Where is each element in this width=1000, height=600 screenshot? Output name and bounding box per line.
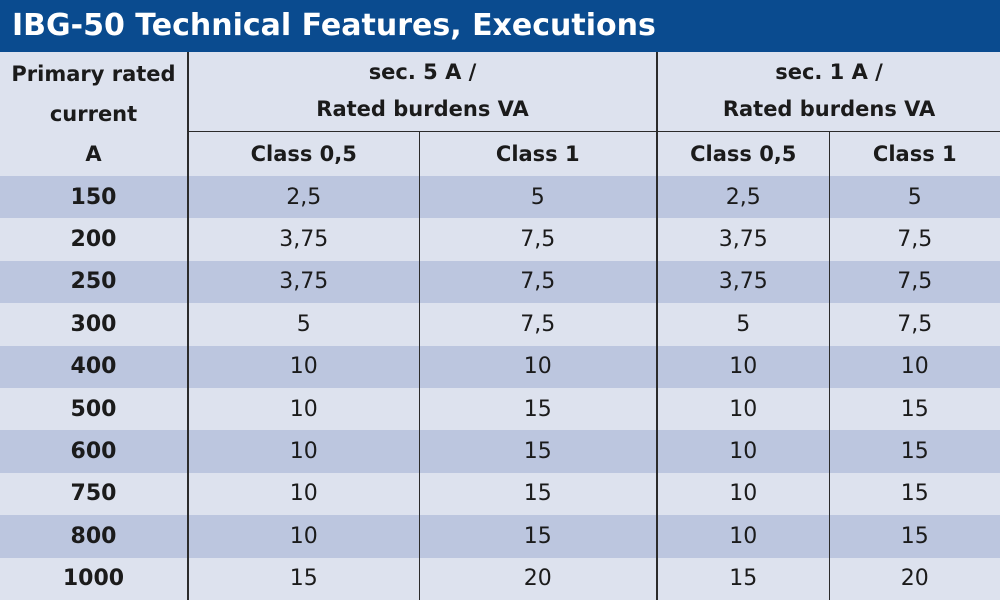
cell-primary-current: 1000	[0, 557, 189, 600]
cell-sec1-class1: 7,5	[829, 218, 1000, 261]
cell-sec5-class05: 10	[188, 472, 420, 516]
cell-sec5-class05: 10	[188, 515, 420, 558]
cell-sec5-class1: 7,5	[419, 218, 659, 261]
cell-sec1-class05: 10	[657, 387, 830, 431]
header-primary-line1: Primary rated	[11, 62, 176, 86]
table-row: 150 2,5 5 2,5 5	[0, 176, 1000, 219]
header-sec1-class05: Class 0,5	[657, 131, 830, 176]
header-primary-current: Primary rated current A	[0, 52, 189, 176]
header-sec5-class1: Class 1	[419, 131, 659, 176]
cell-sec1-class05: 15	[657, 557, 830, 600]
cell-sec1-class05: 10	[657, 472, 830, 516]
cell-sec5-class1: 15	[419, 387, 659, 431]
table-row: 750 10 15 10 15	[0, 472, 1000, 516]
cell-sec5-class05: 10	[188, 387, 420, 431]
cell-sec1-class1: 5	[829, 176, 1000, 219]
cell-sec1-class05: 5	[657, 303, 830, 346]
cell-sec5-class1: 5	[419, 176, 659, 219]
cell-primary-current: 500	[0, 387, 189, 431]
cell-primary-current: 750	[0, 472, 189, 516]
cell-sec5-class1: 15	[419, 515, 659, 558]
cell-sec5-class05: 3,75	[188, 260, 420, 304]
cell-sec5-class05: 15	[188, 557, 420, 600]
cell-primary-current: 600	[0, 430, 189, 473]
table-row: 400 10 10 10 10	[0, 345, 1000, 388]
cell-primary-current: 300	[0, 303, 189, 346]
cell-sec5-class1: 15	[419, 472, 659, 516]
table-row: 200 3,75 7,5 3,75 7,5	[0, 218, 1000, 261]
cell-sec5-class1: 7,5	[419, 303, 659, 346]
header-group-sec5-line2: Rated burdens VA	[316, 97, 529, 122]
header-group-sec1-line2: Rated burdens VA	[722, 97, 936, 122]
cell-primary-current: 150	[0, 176, 189, 219]
cell-sec5-class1: 20	[419, 557, 659, 600]
table-row: 500 10 15 10 15	[0, 387, 1000, 431]
cell-sec1-class05: 10	[657, 430, 830, 473]
cell-sec1-class1: 15	[829, 515, 1000, 558]
header-primary-line3: A	[85, 142, 102, 166]
cell-sec1-class05: 3,75	[657, 218, 830, 261]
cell-sec1-class1: 7,5	[829, 260, 1000, 304]
cell-sec1-class05: 2,5	[657, 176, 830, 219]
header-group-sec5-line1: sec. 5 A /	[368, 60, 477, 85]
specs-table: Primary rated current A sec. 5 A / Rated…	[0, 52, 1000, 600]
table-row: 300 5 7,5 5 7,5	[0, 303, 1000, 346]
header-group-sec1-line1: sec. 1 A /	[775, 60, 883, 85]
table-row: 250 3,75 7,5 3,75 7,5	[0, 260, 1000, 304]
header-group-sec1: sec. 1 A / Rated burdens VA	[657, 52, 1000, 132]
cell-sec1-class1: 15	[829, 387, 1000, 431]
table-row: 600 10 15 10 15	[0, 430, 1000, 473]
header-group-sec5: sec. 5 A / Rated burdens VA	[188, 52, 659, 132]
cell-sec1-class1: 20	[829, 557, 1000, 600]
table-row: 800 10 15 10 15	[0, 515, 1000, 558]
cell-sec5-class05: 10	[188, 345, 420, 388]
header-sec1-class1: Class 1	[872, 141, 957, 166]
cell-sec1-class1: 10	[829, 345, 1000, 388]
cell-sec5-class1: 10	[419, 345, 659, 388]
cell-sec5-class1: 15	[419, 430, 659, 473]
cell-sec5-class05: 3,75	[188, 218, 420, 261]
cell-sec5-class1: 7,5	[419, 260, 659, 304]
cell-sec5-class05: 10	[188, 430, 420, 473]
cell-sec1-class1: 15	[829, 430, 1000, 473]
cell-primary-current: 250	[0, 260, 189, 304]
cell-sec5-class05: 5	[188, 303, 420, 346]
cell-sec1-class1: 7,5	[829, 303, 1000, 346]
cell-sec1-class05: 3,75	[657, 260, 830, 304]
cell-sec1-class05: 10	[657, 345, 830, 388]
cell-primary-current: 400	[0, 345, 189, 388]
header-primary-line2: current	[49, 102, 138, 126]
cell-sec1-class05: 10	[657, 515, 830, 558]
header-sec5-class05: Class 0,5	[188, 131, 420, 176]
table-row: 1000 15 20 15 20	[0, 557, 1000, 600]
page-title: IBG-50 Technical Features, Executions	[0, 0, 1000, 52]
cell-sec5-class05: 2,5	[188, 176, 420, 219]
cell-primary-current: 800	[0, 515, 189, 558]
cell-sec1-class1: 15	[829, 472, 1000, 516]
cell-primary-current: 200	[0, 218, 189, 261]
